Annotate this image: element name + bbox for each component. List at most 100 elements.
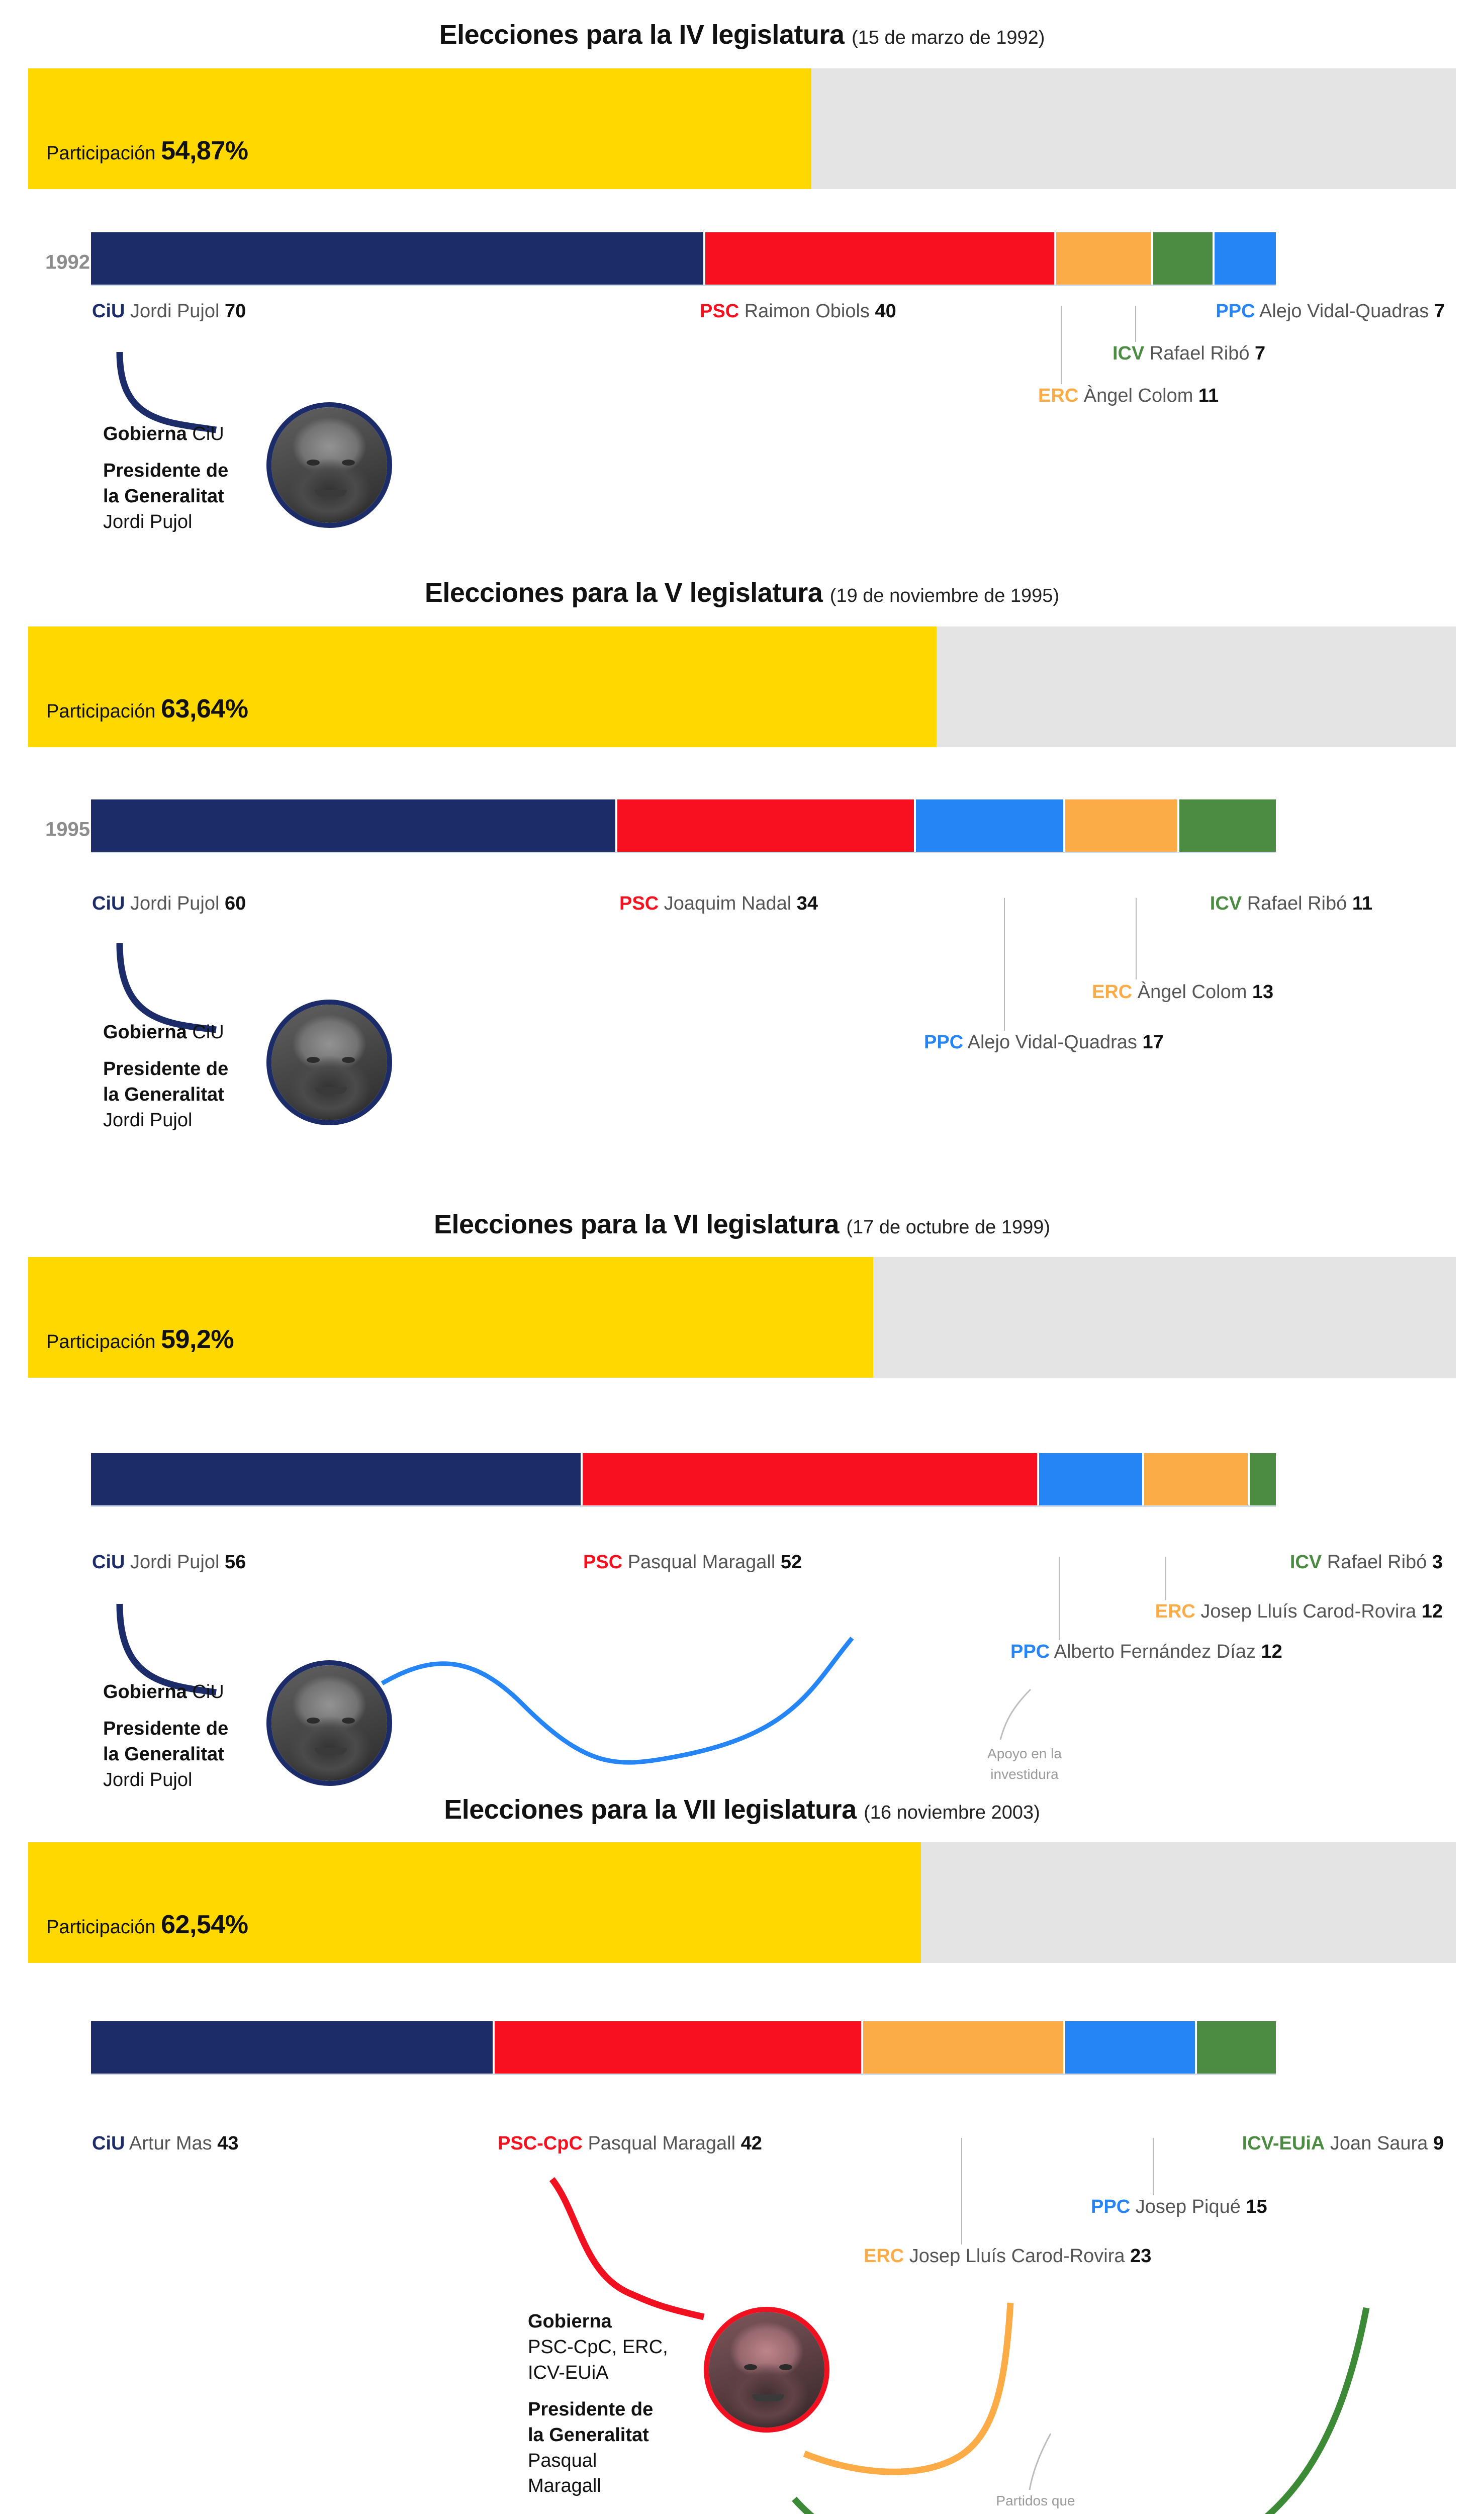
- party-leader-icv: Rafael Ribó: [1149, 343, 1250, 364]
- president-label: Presidente de la Generalitat: [528, 2398, 654, 2446]
- section-title: Elecciones para la VII legislatura (16 n…: [0, 1775, 1484, 1825]
- party-leader-icv: Rafael Ribó: [1327, 1552, 1427, 1573]
- party-leader-ciu: Artur Mas: [129, 2133, 212, 2154]
- participation-caption: Participación: [46, 701, 156, 722]
- participation-value: 59,2%: [161, 1325, 234, 1354]
- party-seats-ciu: 43: [217, 2133, 239, 2154]
- seat-segment-erc[interactable]: [1056, 232, 1153, 285]
- party-name-icv: ICV: [1112, 343, 1145, 364]
- portrait-eye-right: [342, 1057, 355, 1063]
- seat-segment-ciu[interactable]: [91, 799, 618, 852]
- participation-track: Participación 62,54%: [28, 1842, 1456, 1963]
- seat-bar-row: 1992: [0, 232, 1484, 293]
- party-leader-erc: Josep Lluís Carod-Rovira: [1200, 1601, 1417, 1622]
- seat-segment-icv[interactable]: [1153, 232, 1215, 285]
- portrait-tint: [271, 1005, 387, 1120]
- annotation-apoyo-investidura: Apoyo en la investidura: [987, 1746, 1062, 1782]
- seat-segment-erc[interactable]: [1065, 799, 1179, 852]
- portrait-eye-right: [779, 2364, 792, 2370]
- party-leader-ciu: Jordi Pujol: [130, 1552, 220, 1573]
- party-label-psc: PSC Pasqual Maragall 52: [583, 1553, 802, 1572]
- party-name-ppc: PPC: [924, 1032, 964, 1053]
- president-label: Presidente de la Generalitat: [103, 460, 229, 507]
- party-label-icv: ICV Rafael Ribó 7: [1112, 344, 1265, 363]
- seat-segment-ppc[interactable]: [1214, 232, 1276, 285]
- leader-line-ppc: [1153, 2138, 1154, 2195]
- participation-label: Participación 59,2%: [46, 1324, 234, 1355]
- party-label-ppc: PPC Alejo Vidal-Quadras 17: [924, 1033, 1164, 1052]
- seat-segment-ppc[interactable]: [1039, 1453, 1145, 1505]
- seat-segment-psc[interactable]: [705, 232, 1057, 285]
- section-title-text: Elecciones para la VII legislatura: [444, 1794, 857, 1825]
- party-seats-psc: 52: [780, 1552, 802, 1573]
- seat-bar: [91, 232, 1276, 285]
- party-seats-psc: 34: [796, 893, 818, 914]
- party-label-ciu: CiU Artur Mas 43: [92, 2134, 238, 2153]
- party-label-ciu: CiU Jordi Pujol 56: [92, 1553, 246, 1572]
- party-label-ciu: CiU Jordi Pujol 70: [92, 302, 246, 321]
- leader-line-erc: [961, 2138, 962, 2244]
- seat-segment-icv[interactable]: [1249, 1453, 1276, 1505]
- portrait-face: [271, 407, 387, 523]
- party-label-psc: PSC Raimon Obiols 40: [700, 302, 896, 321]
- president-name: Pasqual Maragall: [528, 2450, 601, 2497]
- party-seats-ciu: 60: [225, 893, 246, 914]
- portrait-jordi-pujol: [266, 1660, 392, 1786]
- party-label-psc: PSC-CpC Pasqual Maragall 42: [498, 2134, 762, 2153]
- participation-value: 63,64%: [161, 694, 248, 724]
- participation-caption: Participación: [46, 1331, 156, 1353]
- party-name-ppc: PPC: [1091, 2196, 1131, 2217]
- seat-segment-ppc[interactable]: [1065, 2021, 1197, 2074]
- participation-fill: [28, 1257, 874, 1378]
- portrait-eye-left: [744, 2364, 757, 2370]
- election-section-1995: Elecciones para la V legislatura (19 de …: [0, 568, 1484, 1177]
- gobierna-label: Gobierna: [528, 2311, 612, 2332]
- party-label-icv: ICV-EUiA Joan Saura 9: [1242, 2134, 1444, 2153]
- party-name-icv: ICV-EUiA: [1242, 2133, 1325, 2154]
- party-label-psc: PSC Joaquim Nadal 34: [619, 894, 818, 913]
- annotation-partidos-gobierno: Partidos que entran en el gobierno: [996, 2493, 1075, 2514]
- party-label-icv: ICV Rafael Ribó 11: [1210, 894, 1372, 913]
- seat-segment-ppc[interactable]: [916, 799, 1065, 852]
- participation-label: Participación 54,87%: [46, 136, 248, 166]
- party-name-erc: ERC: [1092, 981, 1133, 1003]
- seat-segment-psc[interactable]: [582, 1453, 1039, 1505]
- gobierna-value: CiU: [192, 423, 224, 444]
- leader-line-icv: [1135, 306, 1136, 342]
- seat-segment-icv[interactable]: [1179, 799, 1276, 852]
- party-leader-ppc: Alberto Fernández Díaz: [1054, 1641, 1256, 1662]
- participation-fill: [28, 626, 937, 747]
- seat-segment-icv[interactable]: [1196, 2021, 1276, 2074]
- seat-segment-ciu[interactable]: [91, 1453, 583, 1505]
- gobierna-value: CiU: [192, 1022, 224, 1043]
- portrait-face: [271, 1665, 387, 1781]
- election-section-1999: Elecciones para la VI legislatura (17 de…: [0, 1177, 1484, 1790]
- president-name: Jordi Pujol: [103, 1109, 193, 1131]
- party-seats-ppc: 17: [1142, 1032, 1164, 1053]
- gobierna-label: Gobierna: [103, 1022, 187, 1043]
- party-seats-ppc: 7: [1434, 301, 1445, 322]
- seat-segment-psc[interactable]: [495, 2021, 864, 2074]
- party-leader-erc: Àngel Colom: [1137, 981, 1247, 1003]
- seat-segment-ciu[interactable]: [91, 2021, 495, 2074]
- party-label-ppc: PPC Alejo Vidal-Quadras 7: [1216, 302, 1445, 321]
- participation-value: 62,54%: [161, 1910, 248, 1939]
- seat-bar: [91, 799, 1276, 852]
- participation-fill: [28, 68, 812, 189]
- participation-fill: [28, 1842, 921, 1963]
- section-title: Elecciones para la VI legislatura (17 de…: [0, 1177, 1484, 1240]
- gobierna-value: CiU: [192, 1681, 224, 1702]
- party-seats-ciu: 56: [225, 1552, 246, 1573]
- party-name-icv: ICV: [1210, 893, 1242, 914]
- party-seats-psc: 40: [875, 301, 896, 322]
- section-title-text: Elecciones para la VI legislatura: [433, 1209, 839, 1239]
- leader-line-erc: [1165, 1557, 1166, 1600]
- seat-segment-erc[interactable]: [863, 2021, 1065, 2074]
- president-label: Presidente de la Generalitat: [103, 1058, 229, 1105]
- participation-label: Participación 62,54%: [46, 1910, 248, 1940]
- seat-segment-erc[interactable]: [1144, 1453, 1250, 1505]
- president-name: Jordi Pujol: [103, 511, 193, 532]
- seat-segment-ciu[interactable]: [91, 232, 706, 285]
- seat-segment-psc[interactable]: [617, 799, 916, 852]
- party-name-psc: PSC-CpC: [498, 2133, 583, 2154]
